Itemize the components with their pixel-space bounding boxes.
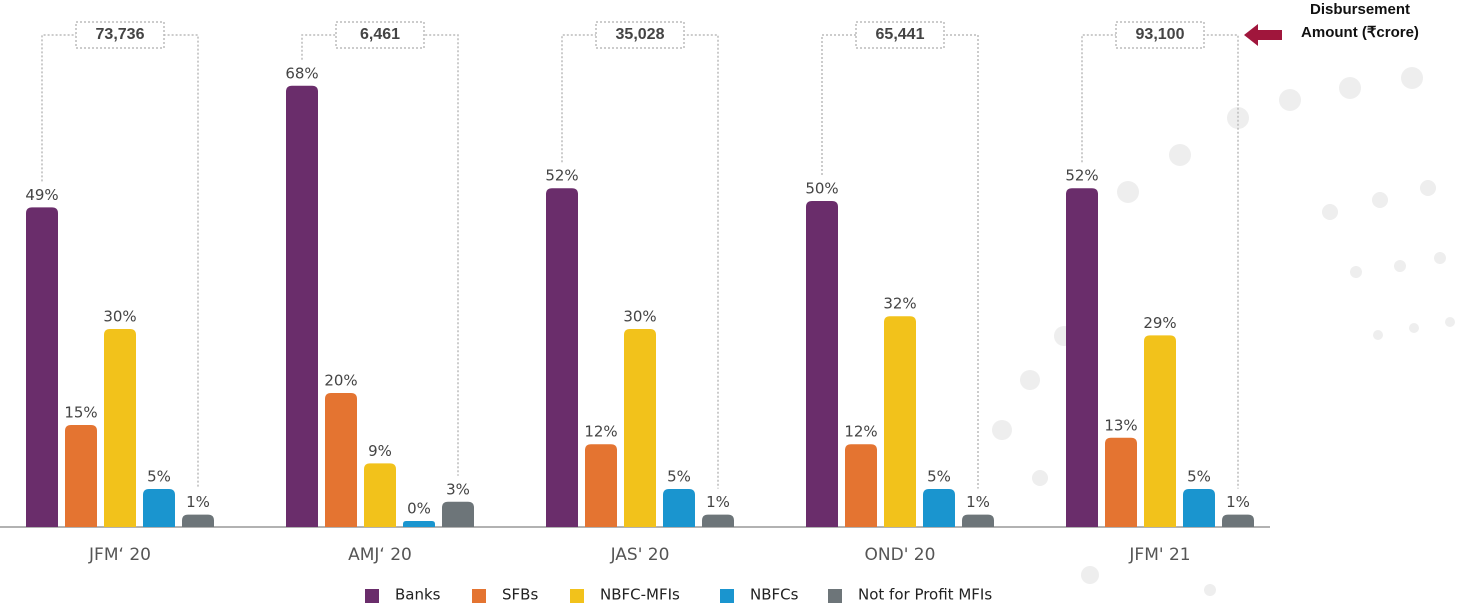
value-label: 5% — [1187, 468, 1211, 486]
bar — [143, 489, 175, 527]
bar — [663, 489, 695, 527]
value-label: 49% — [25, 186, 58, 204]
bar — [702, 514, 734, 527]
bracket — [301, 34, 459, 476]
bar — [403, 521, 435, 527]
bar — [585, 444, 617, 527]
legend-swatch — [472, 589, 486, 603]
bar — [1144, 335, 1176, 527]
bar — [624, 329, 656, 527]
value-label: 1% — [186, 493, 210, 511]
value-label: 0% — [407, 500, 431, 518]
bar — [182, 514, 214, 527]
x-tick-label: AMJ‘ 20 — [348, 545, 412, 565]
value-label: 30% — [623, 308, 656, 326]
legend-swatch — [365, 589, 379, 603]
total-box — [75, 21, 165, 49]
x-tick-label: JAS' 20 — [610, 545, 670, 565]
background-dots — [992, 67, 1455, 596]
legend-swatch — [570, 589, 584, 603]
legend-swatch — [720, 589, 734, 603]
total-box — [335, 21, 425, 49]
value-label: 13% — [1104, 416, 1137, 434]
value-label: 52% — [545, 167, 578, 185]
total-label: 93,100 — [1136, 26, 1185, 43]
legend-label: Banks — [395, 586, 441, 604]
legend-label: Not for Profit MFIs — [858, 586, 992, 604]
annotation-line: Disbursement — [1310, 1, 1410, 18]
total-label: 65,441 — [876, 26, 925, 43]
bar — [1105, 437, 1137, 527]
value-label: 12% — [844, 423, 877, 441]
bar — [364, 463, 396, 527]
bar — [884, 316, 916, 527]
bar — [26, 207, 58, 527]
value-label: 1% — [706, 493, 730, 511]
value-label: 5% — [147, 468, 171, 486]
bar — [962, 514, 994, 527]
value-label: 1% — [966, 493, 990, 511]
legend-label: SFBs — [502, 586, 538, 604]
bar — [104, 329, 136, 527]
legend-swatch — [828, 589, 842, 603]
bar — [286, 85, 318, 528]
bar — [1066, 188, 1098, 527]
bar — [1183, 489, 1215, 527]
value-label: 29% — [1143, 314, 1176, 332]
bar — [1222, 514, 1254, 527]
bar — [442, 501, 474, 527]
value-label: 50% — [805, 180, 838, 198]
value-label: 1% — [1226, 493, 1250, 511]
value-label: 5% — [927, 468, 951, 486]
value-label: 52% — [1065, 167, 1098, 185]
bar — [65, 425, 97, 527]
annotation: Disbursement Amount (₹crore) — [1244, 1, 1419, 46]
total-label: 6,461 — [360, 26, 400, 43]
value-label: 5% — [667, 468, 691, 486]
value-label: 12% — [584, 423, 617, 441]
total-label: 73,736 — [96, 26, 145, 43]
legend-label: NBFC-MFIs — [600, 586, 680, 604]
value-label: 68% — [285, 64, 318, 82]
bar — [546, 188, 578, 527]
x-tick-label: JFM' 21 — [1128, 545, 1190, 565]
x-tick-label: JFM‘ 20 — [88, 545, 151, 565]
value-label: 9% — [368, 442, 392, 460]
total-box — [855, 21, 945, 49]
value-label: 15% — [64, 404, 97, 422]
value-label: 32% — [883, 295, 916, 313]
x-tick-label: OND' 20 — [865, 545, 936, 565]
value-label: 20% — [324, 372, 357, 390]
bar — [923, 489, 955, 527]
total-box — [595, 21, 685, 49]
annotation-line: Amount (₹crore) — [1301, 24, 1419, 41]
arrow — [1244, 24, 1282, 46]
total-box — [1115, 21, 1205, 49]
bar — [845, 444, 877, 527]
total-label: 35,028 — [616, 26, 665, 43]
value-label: 30% — [103, 308, 136, 326]
value-label: 3% — [446, 480, 470, 498]
legend-label: NBFCs — [750, 586, 799, 604]
bar — [325, 393, 357, 527]
bar — [806, 201, 838, 527]
